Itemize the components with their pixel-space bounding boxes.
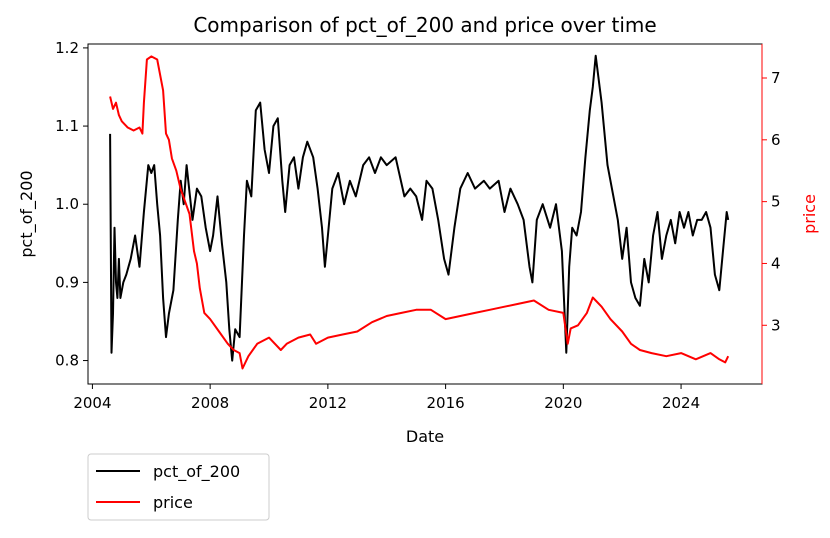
left-y-tick-label: 1.0	[55, 195, 79, 213]
right-y-tick-label: 5	[771, 193, 781, 211]
legend-label-pct_of_200: pct_of_200	[153, 462, 240, 482]
left-y-tick-label: 1.1	[55, 117, 79, 135]
left-y-axis-ticks: 0.8 0.9 1.0 1.1 1.2	[55, 39, 88, 370]
right-y-axis-ticks: 3 4 5 6 7	[762, 69, 781, 334]
x-axis-label: Date	[406, 427, 444, 446]
x-tick-label: 2016	[427, 394, 465, 412]
x-tick-label: 2004	[73, 394, 111, 412]
right-y-tick-label: 4	[771, 254, 781, 272]
left-y-tick-label: 0.8	[55, 352, 79, 370]
right-y-tick-label: 7	[771, 69, 781, 87]
series-line-pct_of_200	[109, 54, 730, 362]
x-tick-label: 2020	[544, 394, 582, 412]
x-axis-ticks: 2004 2008 2012 2016 2020 2024	[73, 384, 700, 412]
series-line-price	[109, 55, 730, 370]
plot-area: 2004 2008 2012 2016 2020 2024 0.8 0.9 1.0 1.1 1.2…	[55, 39, 780, 412]
right-y-axis-label: price	[800, 194, 819, 234]
chart-title: Comparison of pct_of_200 and price over …	[193, 13, 656, 37]
x-tick-label: 2008	[191, 394, 229, 412]
left-y-tick-label: 0.9	[55, 273, 79, 291]
left-y-tick-label: 1.2	[55, 39, 79, 57]
right-y-tick-label: 3	[771, 316, 781, 334]
x-tick-label: 2012	[309, 394, 347, 412]
legend-label-price: price	[153, 493, 193, 512]
x-tick-label: 2024	[662, 394, 700, 412]
left-y-axis-label: pct_of_200	[17, 170, 37, 257]
legend: pct_of_200 price	[87, 453, 270, 521]
series-layer	[109, 54, 730, 370]
right-y-tick-label: 6	[771, 131, 781, 149]
